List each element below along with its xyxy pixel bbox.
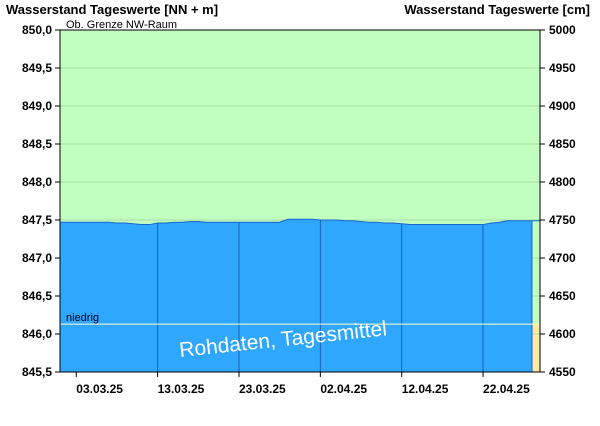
low-zone-background [532, 324, 540, 372]
tick-label-right: 4900 [549, 99, 576, 113]
tick-label-x: 22.04.25 [483, 382, 530, 396]
tick-label-left: 850,0 [22, 23, 52, 37]
tick-label-left: 849,5 [22, 61, 52, 75]
left-axis-title: Wasserstand Tageswerte [NN + m] [6, 2, 218, 17]
tick-label-left: 848,5 [22, 137, 52, 151]
tick-label-right: 4650 [549, 289, 576, 303]
right-axis-title: Wasserstand Tageswerte [cm] [404, 2, 590, 17]
tick-label-left: 849,0 [22, 99, 52, 113]
water-level-area [59, 218, 540, 373]
x-axis-ticks: 03.03.25 13.03.25 23.03.25 02.04.25 12.04.25… [75, 372, 530, 396]
tick-label-x: 23.03.25 [239, 382, 286, 396]
left-axis-ticks: 850,0 849,5 849,0 848,5 848,0 847,5 847,0 846,5… [22, 23, 60, 379]
tick-label-left: 846,0 [22, 327, 52, 341]
tick-label-left: 845,5 [22, 365, 52, 379]
tick-label-right: 4550 [549, 365, 576, 379]
vertical-gridlines [157, 220, 484, 372]
tick-label-left: 847,0 [22, 251, 52, 265]
tick-label-right: 4600 [549, 327, 576, 341]
tick-label-x: 12.04.25 [402, 382, 449, 396]
plot-frame [59, 29, 541, 373]
tick-label-right: 4850 [549, 137, 576, 151]
tick-label-right: 4700 [549, 251, 576, 265]
tick-label-left: 846,5 [22, 289, 52, 303]
tick-label-x: 13.03.25 [158, 382, 205, 396]
tick-label-right: 4750 [549, 213, 576, 227]
right-axis-ticks: 5000 4950 4900 4850 4800 4750 4700 4650 4600 4550 [540, 23, 576, 379]
tick-label-x: 02.04.25 [320, 382, 367, 396]
tick-label-right: 4950 [549, 61, 576, 75]
upper-limit-label: Ob. Grenze NW-Raum [66, 19, 177, 31]
tick-label-x: 03.03.25 [76, 382, 123, 396]
tick-label-right: 5000 [549, 23, 576, 37]
tick-label-left: 847,5 [22, 213, 52, 227]
tick-label-right: 4800 [549, 175, 576, 189]
low-threshold-label: niedrig [66, 312, 99, 324]
tick-label-left: 848,0 [22, 175, 52, 189]
